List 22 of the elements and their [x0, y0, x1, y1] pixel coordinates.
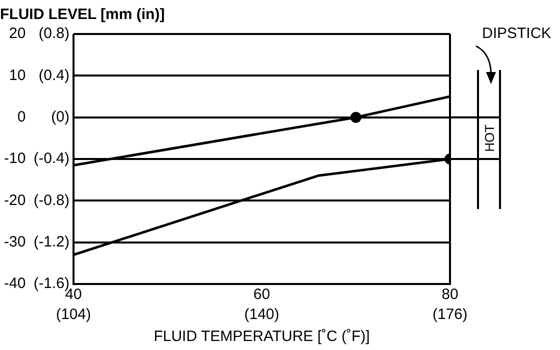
y-tick-label: -20	[4, 192, 26, 209]
x-tick-label: 80	[442, 286, 458, 304]
y2-tick-label: (-0.4)	[34, 150, 70, 168]
y2-tick-label: (0.8)	[38, 25, 70, 42]
y-tick-label: -40	[4, 275, 26, 292]
y-tick-label: 10	[8, 66, 26, 84]
y-tick-label: -10	[4, 150, 26, 168]
x-tick-label: 60	[253, 286, 270, 304]
y-tick-label: -30	[4, 233, 26, 250]
y2-tick-label: (-1.2)	[34, 233, 70, 250]
x2-tick-label: (104)	[56, 306, 92, 324]
text: DIPSTICK	[482, 25, 552, 42]
y-tick-label: 0	[17, 108, 26, 126]
x-axis-title: FLUID TEMPERATURE [˚C (˚F)]	[154, 328, 370, 346]
y2-tick-label: (0.4)	[38, 66, 70, 84]
text: HOT	[482, 124, 497, 152]
chart-title: FLUID LEVEL [mm (in)]	[0, 6, 165, 24]
x2-tick-label: (140)	[244, 306, 280, 324]
y2-tick-label: (-0.8)	[34, 192, 70, 209]
y-tick-label: 20	[8, 25, 26, 42]
y2-tick-label: (0)	[51, 108, 70, 126]
x2-tick-label: (176)	[432, 306, 468, 324]
